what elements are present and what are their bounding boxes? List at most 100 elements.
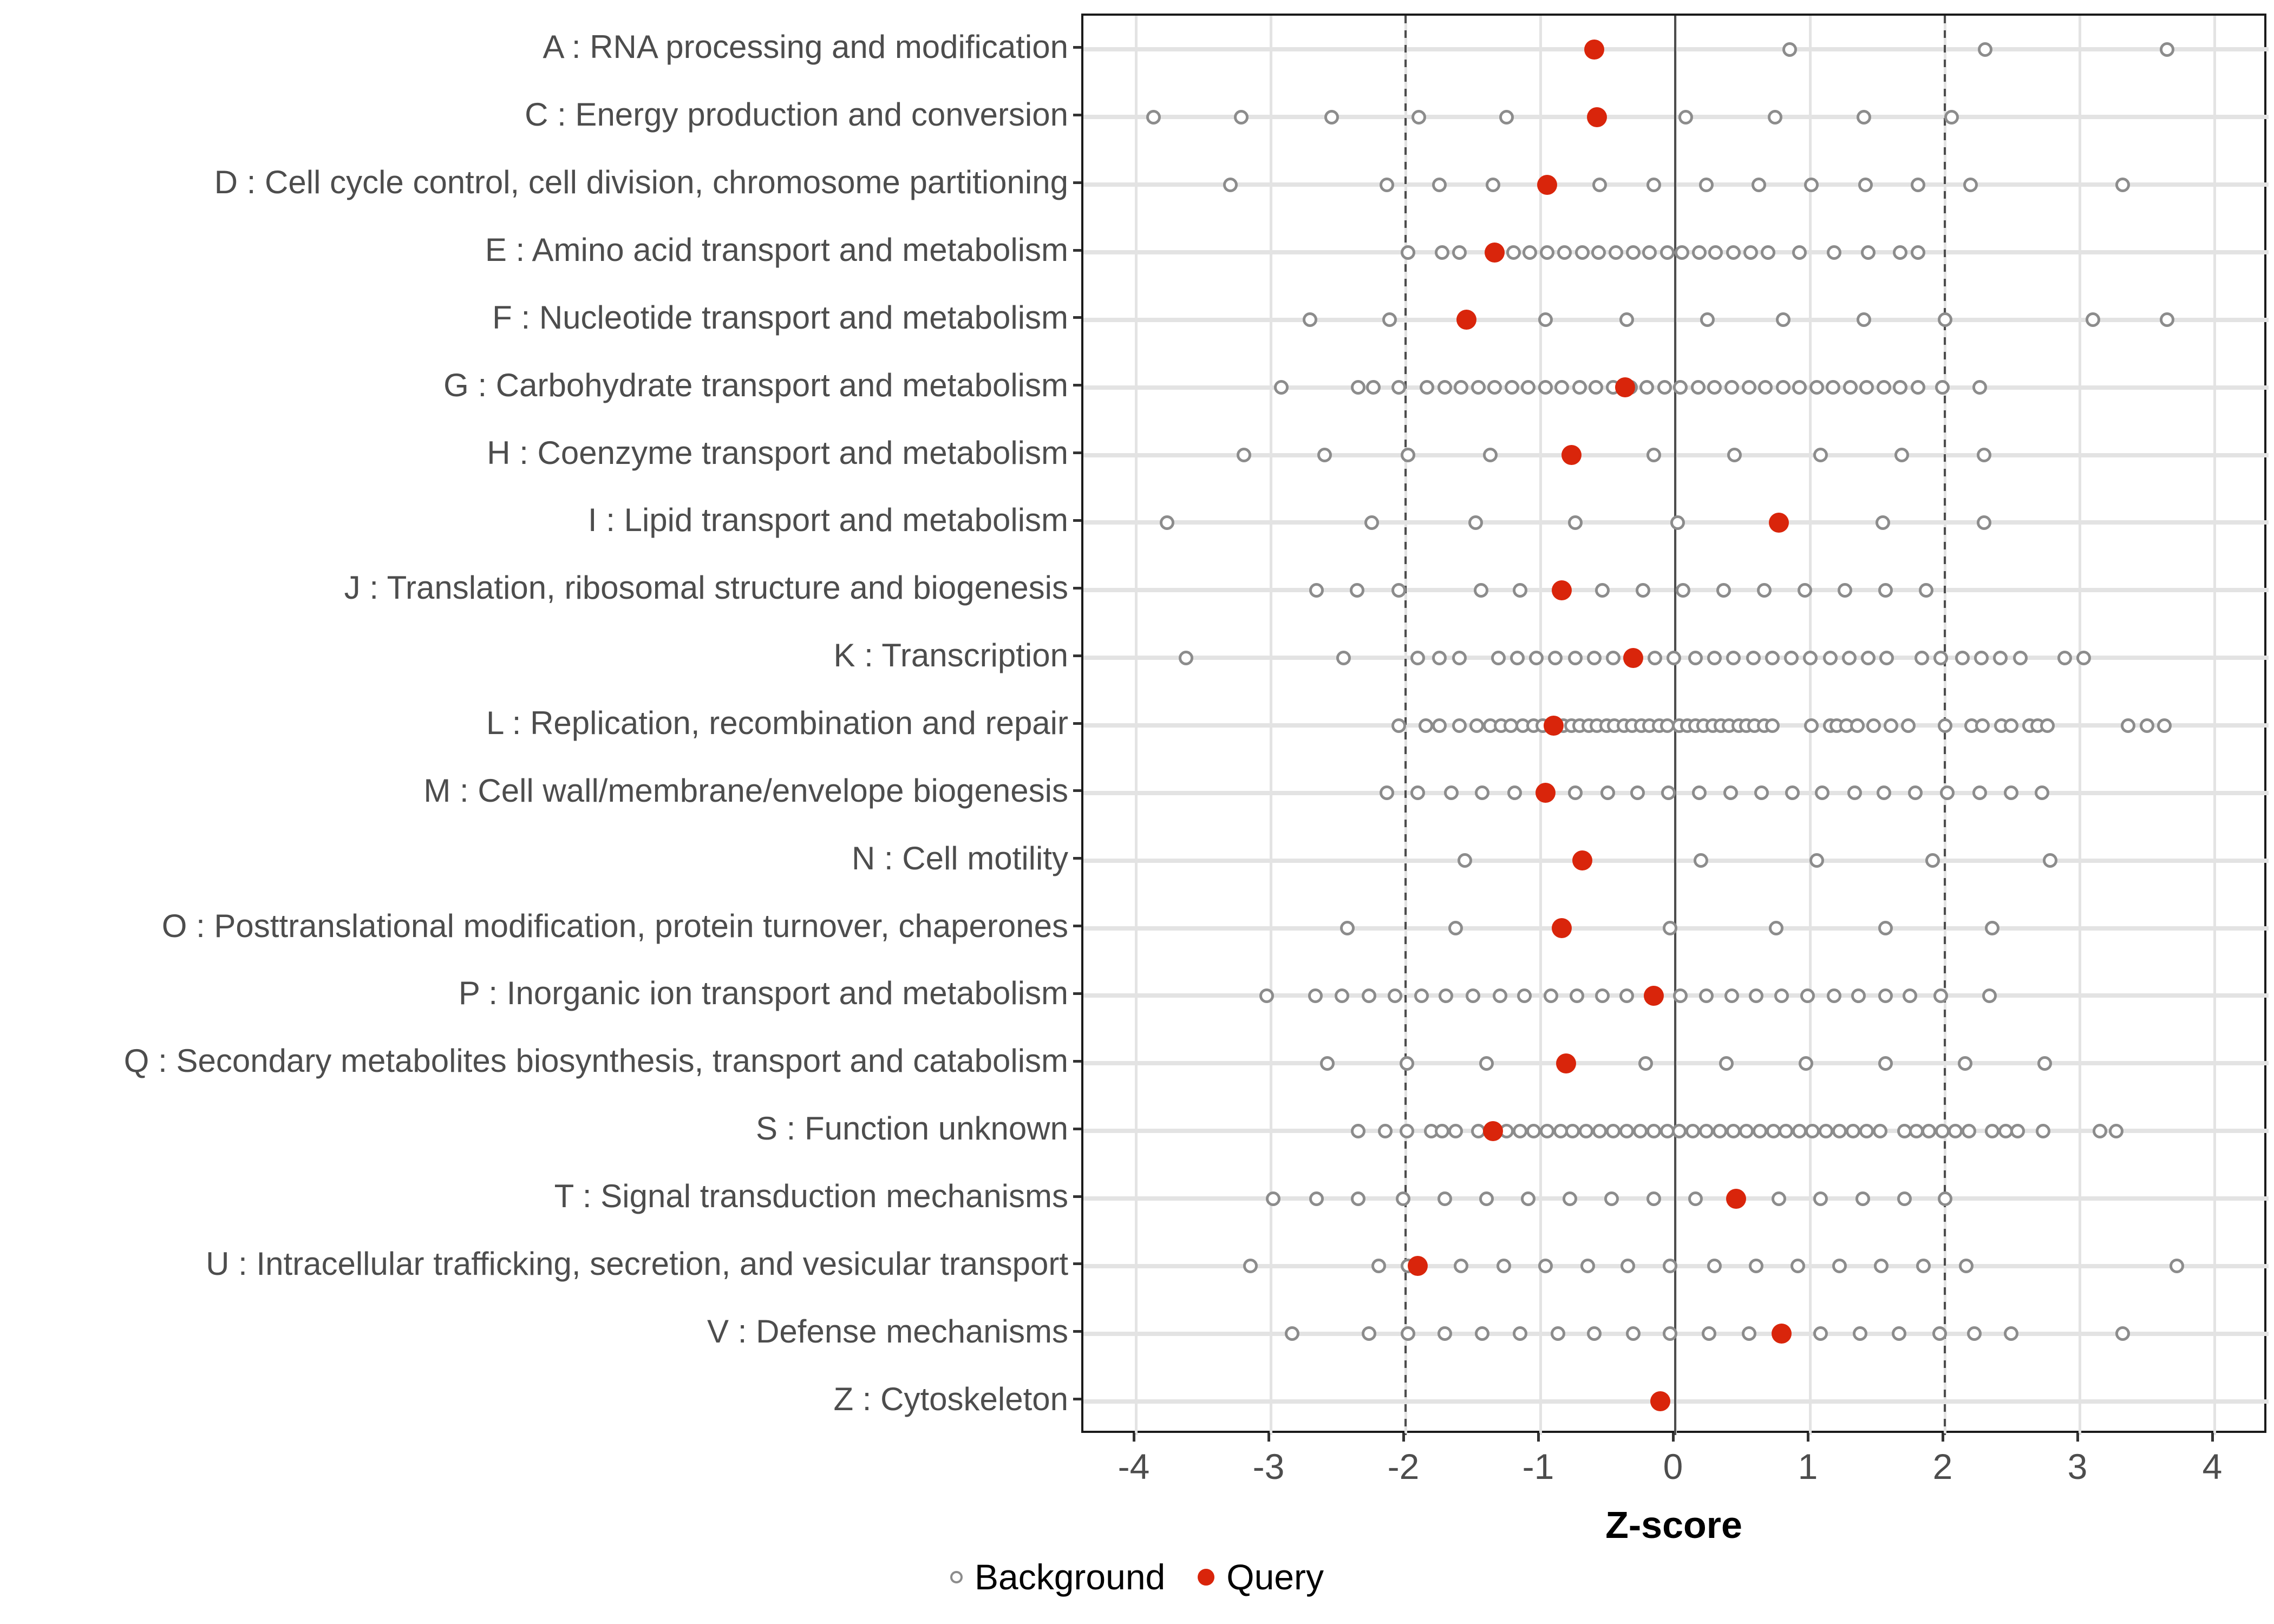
category-label-A: A : RNA processing and modification xyxy=(543,29,1068,66)
background-point xyxy=(1529,650,1544,665)
background-point xyxy=(1894,448,1909,463)
x-tick-0 xyxy=(1671,1433,1675,1442)
background-point xyxy=(1962,1123,1977,1138)
background-point xyxy=(2034,785,2049,801)
background-point xyxy=(1661,785,1676,801)
y-tick-F xyxy=(1073,316,1081,319)
background-point xyxy=(1866,718,1881,733)
background-point xyxy=(1878,582,1893,598)
x-tick-label-0: 0 xyxy=(1663,1446,1683,1487)
background-point xyxy=(1937,718,1952,733)
background-point xyxy=(1608,245,1623,260)
background-point xyxy=(1707,1259,1722,1274)
background-point xyxy=(1673,380,1688,395)
background-point xyxy=(1907,785,1923,801)
category-label-D: D : Cell cycle control, cell division, c… xyxy=(214,164,1068,201)
x-tick-label-4: 4 xyxy=(2202,1446,2223,1487)
background-point xyxy=(1580,1259,1595,1274)
category-label-O: O : Posttranslational modification, prot… xyxy=(161,907,1068,944)
background-point xyxy=(1317,448,1332,463)
x-gridline--3 xyxy=(1270,16,1272,1435)
background-point xyxy=(1382,312,1397,328)
background-point xyxy=(1813,448,1828,463)
query-point-C xyxy=(1587,107,1608,127)
y-tick-P xyxy=(1073,992,1081,995)
background-point xyxy=(1379,785,1394,801)
background-point xyxy=(1690,380,1706,395)
background-point xyxy=(1976,448,1991,463)
background-point xyxy=(1439,988,1454,1003)
background-point xyxy=(1466,988,1480,1003)
background-point xyxy=(1539,1123,1554,1138)
background-point xyxy=(1758,380,1773,395)
background-point xyxy=(1832,1123,1847,1138)
background-point xyxy=(1850,718,1865,733)
background-point xyxy=(1432,177,1447,192)
background-point xyxy=(1767,109,1782,125)
background-point xyxy=(1852,1326,1867,1341)
y-tick-J xyxy=(1073,586,1081,590)
background-point xyxy=(1391,582,1407,598)
background-point xyxy=(1657,380,1672,395)
x-tick-label-2: 2 xyxy=(1932,1446,1953,1487)
background-point xyxy=(1547,650,1563,665)
background-point xyxy=(1775,380,1791,395)
background-point xyxy=(1723,785,1738,801)
background-point xyxy=(1646,1123,1661,1138)
background-point xyxy=(1659,718,1675,733)
background-point xyxy=(1662,1259,1677,1274)
background-point xyxy=(1846,1123,1861,1138)
background-point xyxy=(2086,312,2101,328)
query-point-Q xyxy=(1556,1053,1576,1073)
background-point xyxy=(1914,650,1930,665)
background-point xyxy=(1754,785,1769,801)
background-point xyxy=(1513,582,1528,598)
query-point-O xyxy=(1552,918,1572,939)
background-point xyxy=(1513,1326,1528,1341)
background-point xyxy=(1639,380,1655,395)
query-point-F xyxy=(1456,310,1476,330)
background-point xyxy=(1587,1326,1602,1341)
background-point xyxy=(1838,582,1853,598)
background-point xyxy=(1910,177,1925,192)
background-point xyxy=(1814,785,1829,801)
background-point xyxy=(1619,312,1634,328)
background-point xyxy=(1877,380,1892,395)
background-point xyxy=(1595,988,1610,1003)
background-point xyxy=(1708,245,1723,260)
background-point xyxy=(1362,1326,1377,1341)
category-label-M: M : Cell wall/membrane/envelope biogenes… xyxy=(423,772,1068,809)
y-tick-E xyxy=(1073,248,1081,252)
background-point xyxy=(1513,1123,1528,1138)
background-point xyxy=(1893,245,1908,260)
background-point xyxy=(1432,650,1447,665)
background-point xyxy=(1351,1191,1366,1206)
background-point xyxy=(1832,1259,1847,1274)
background-point xyxy=(2157,718,2172,733)
background-point xyxy=(1778,1123,1793,1138)
background-point xyxy=(1792,380,1807,395)
background-point xyxy=(1308,988,1323,1003)
background-point xyxy=(1925,853,1940,868)
background-point xyxy=(1857,109,1872,125)
x-tick-2 xyxy=(1941,1433,1944,1442)
background-point xyxy=(1309,1191,1324,1206)
background-point xyxy=(1803,177,1819,192)
background-point xyxy=(2057,650,2073,665)
background-point xyxy=(1362,988,1377,1003)
background-point xyxy=(1437,1326,1452,1341)
background-point xyxy=(1724,988,1740,1003)
background-point xyxy=(1401,448,1416,463)
background-point xyxy=(1469,718,1485,733)
legend-query-label: Query xyxy=(1226,1557,1324,1597)
x-tick-1 xyxy=(1806,1433,1809,1442)
background-point xyxy=(1486,177,1501,192)
category-label-F: F : Nucleotide transport and metabolism xyxy=(492,299,1068,336)
background-point xyxy=(1437,1191,1452,1206)
background-point xyxy=(2169,1259,2184,1274)
background-point xyxy=(1626,245,1641,260)
background-point xyxy=(1753,1123,1768,1138)
background-point xyxy=(1783,650,1799,665)
background-point xyxy=(1701,1326,1716,1341)
